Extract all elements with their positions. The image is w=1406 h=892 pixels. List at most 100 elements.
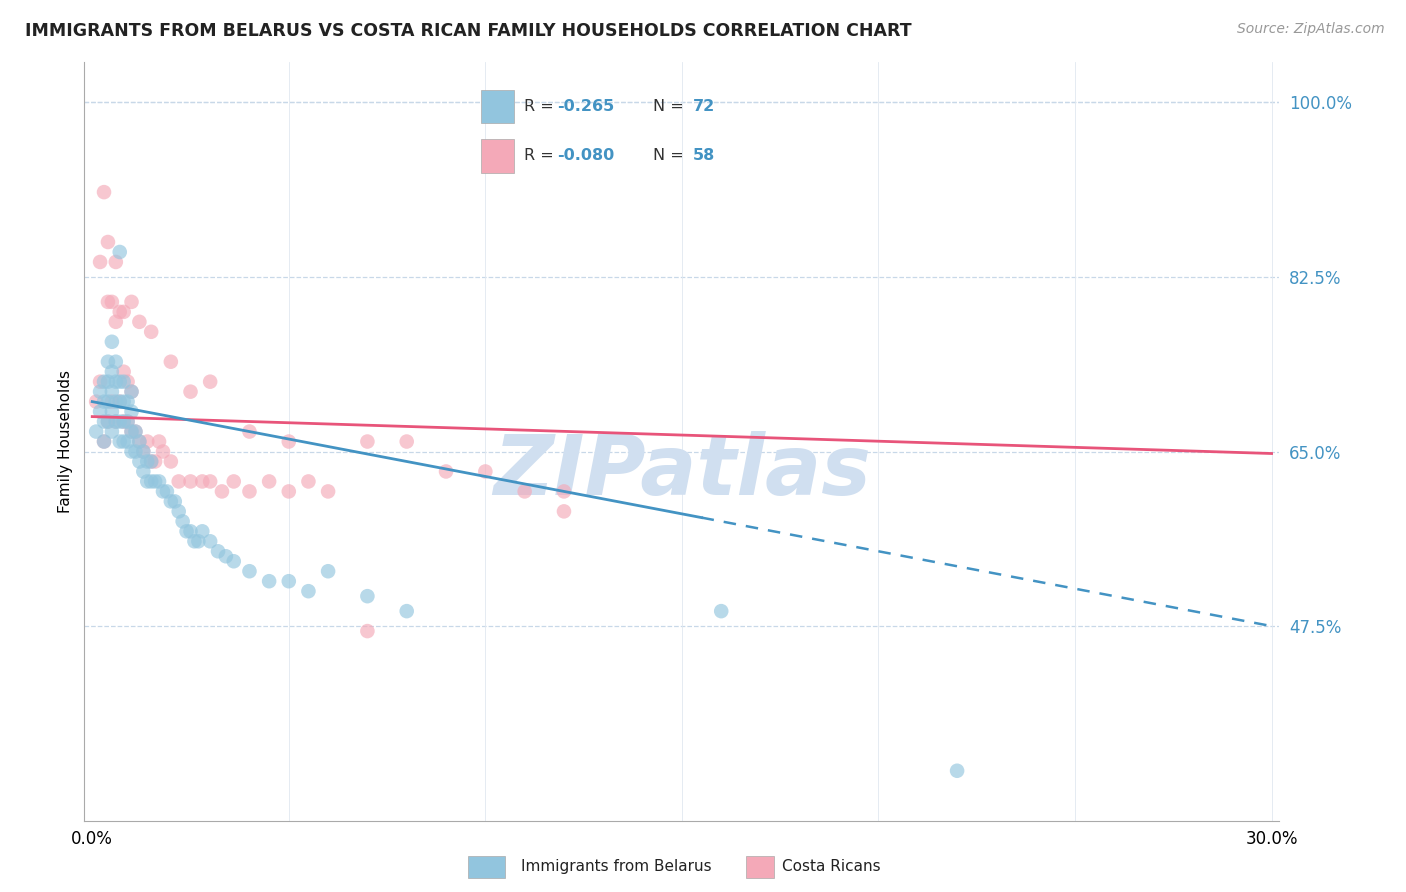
Point: [553, 504, 575, 518]
Point: [136, 475, 159, 489]
Point: [198, 375, 221, 389]
Point: [141, 325, 163, 339]
Text: 72: 72: [692, 99, 714, 114]
Point: [128, 434, 150, 449]
Point: [179, 524, 201, 539]
Point: [238, 484, 260, 499]
Point: [316, 484, 339, 499]
Point: [108, 375, 131, 389]
Point: [101, 334, 124, 349]
Point: [207, 544, 229, 558]
Point: [356, 434, 378, 449]
Text: Immigrants from Belarus: Immigrants from Belarus: [520, 859, 711, 873]
Point: [89, 255, 111, 269]
Point: [160, 454, 183, 468]
Point: [121, 444, 143, 458]
Point: [121, 425, 143, 439]
Point: [108, 434, 131, 449]
Point: [356, 589, 378, 603]
Point: [104, 415, 127, 429]
Point: [97, 415, 120, 429]
Point: [132, 444, 155, 458]
Point: [108, 394, 131, 409]
Point: [101, 365, 124, 379]
Text: N =: N =: [652, 148, 689, 163]
Point: [128, 454, 150, 468]
Point: [124, 425, 146, 439]
Point: [101, 394, 124, 409]
Bar: [481, 139, 515, 173]
Point: [108, 305, 131, 319]
Point: [121, 425, 143, 439]
Point: [474, 465, 496, 479]
Point: [121, 384, 143, 399]
Point: [112, 434, 135, 449]
Point: [946, 764, 969, 778]
Point: [97, 415, 120, 429]
Point: [356, 624, 378, 639]
Point: [222, 554, 245, 568]
Point: [93, 394, 115, 409]
Point: [148, 434, 170, 449]
Point: [163, 494, 186, 508]
Point: [97, 355, 120, 369]
Point: [104, 415, 127, 429]
Point: [89, 384, 111, 399]
Point: [143, 454, 166, 468]
Point: [101, 384, 124, 399]
Point: [97, 235, 120, 249]
Bar: [481, 89, 515, 123]
Text: Source: ZipAtlas.com: Source: ZipAtlas.com: [1237, 22, 1385, 37]
Text: R =: R =: [524, 148, 558, 163]
Point: [257, 475, 280, 489]
Text: ZIPatlas: ZIPatlas: [494, 432, 870, 512]
Point: [112, 375, 135, 389]
Point: [152, 484, 174, 499]
Text: -0.080: -0.080: [557, 148, 614, 163]
Point: [160, 355, 183, 369]
Text: -0.265: -0.265: [557, 99, 614, 114]
Text: 58: 58: [692, 148, 714, 163]
Bar: [747, 856, 775, 878]
Point: [141, 454, 163, 468]
Point: [156, 484, 179, 499]
Point: [104, 394, 127, 409]
Point: [172, 514, 194, 528]
Point: [121, 404, 143, 418]
Point: [101, 425, 124, 439]
Point: [277, 434, 299, 449]
Point: [112, 394, 135, 409]
Point: [148, 475, 170, 489]
Point: [93, 185, 115, 199]
Point: [89, 375, 111, 389]
Point: [141, 454, 163, 468]
Point: [297, 584, 319, 599]
Point: [104, 255, 127, 269]
Point: [553, 484, 575, 499]
Point: [108, 244, 131, 259]
Point: [297, 475, 319, 489]
Bar: [468, 856, 505, 878]
Point: [84, 425, 107, 439]
Point: [128, 315, 150, 329]
Point: [257, 574, 280, 589]
Point: [128, 434, 150, 449]
Point: [183, 534, 205, 549]
Point: [277, 574, 299, 589]
Point: [167, 504, 190, 518]
Point: [104, 315, 127, 329]
Point: [198, 475, 221, 489]
Point: [108, 415, 131, 429]
Text: R =: R =: [524, 99, 558, 114]
Point: [222, 475, 245, 489]
Point: [108, 394, 131, 409]
Point: [124, 425, 146, 439]
Y-axis label: Family Households: Family Households: [58, 370, 73, 513]
Point: [117, 375, 139, 389]
Point: [117, 415, 139, 429]
Point: [136, 434, 159, 449]
Point: [143, 475, 166, 489]
Point: [124, 444, 146, 458]
Point: [395, 604, 418, 618]
Point: [152, 444, 174, 458]
